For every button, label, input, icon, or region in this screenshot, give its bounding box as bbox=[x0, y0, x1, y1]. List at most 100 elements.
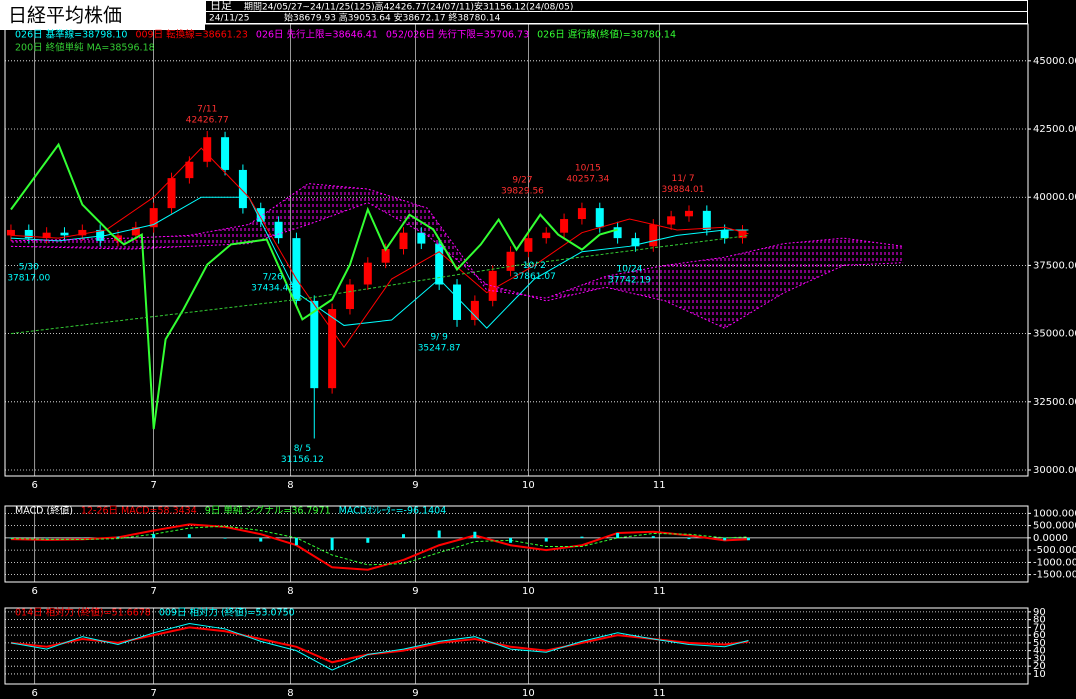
legend-entry: 200日 終値単純 MA=38596.18 bbox=[15, 42, 155, 54]
series-line bbox=[10, 147, 749, 349]
candle-body bbox=[114, 235, 123, 241]
candle-body bbox=[381, 249, 390, 263]
cloud bbox=[10, 183, 904, 329]
annotation-date: 7/11 bbox=[197, 105, 217, 115]
candle-body bbox=[238, 169, 247, 209]
candle-body bbox=[256, 208, 265, 222]
legend-entry: 009日 転換線=38661.23 bbox=[135, 29, 247, 41]
y-tick-label: 500.0000 bbox=[1033, 521, 1076, 532]
legend-entry: 026日 遅行線(終値)=38780.14 bbox=[537, 29, 676, 41]
y-tick-label: 70 bbox=[1033, 622, 1046, 633]
candle-body bbox=[560, 219, 569, 233]
plot-frame bbox=[4, 607, 1029, 685]
x-tick-label: 7 bbox=[151, 480, 157, 491]
candle-body bbox=[720, 229, 729, 239]
y-tick-label: 30 bbox=[1033, 653, 1046, 664]
legend-entry: MACDｵｼﾚｰﾀｰ=-96.1404 bbox=[339, 506, 447, 517]
y-tick-label: 20 bbox=[1033, 661, 1046, 672]
x-tick-label: 6 bbox=[32, 688, 38, 699]
candle-body bbox=[470, 300, 479, 320]
y-tick-label: 40 bbox=[1033, 646, 1046, 657]
histogram-bar bbox=[116, 536, 120, 538]
x-tick-label: 11 bbox=[653, 688, 666, 699]
candle-body bbox=[6, 229, 15, 236]
candle-body bbox=[506, 251, 515, 271]
series-line bbox=[10, 196, 749, 329]
histogram-bar bbox=[366, 537, 370, 543]
x-tick-label: 7 bbox=[151, 688, 157, 699]
legend-entry: 026日 基準線=38798.10 bbox=[15, 29, 127, 41]
annotation-value: 42426.77 bbox=[186, 116, 229, 126]
candle-body bbox=[328, 309, 337, 389]
candle-body bbox=[221, 137, 230, 170]
annotation-value: 37742.19 bbox=[608, 275, 651, 285]
series-line bbox=[10, 235, 749, 335]
candle-body bbox=[203, 137, 212, 162]
candle-body bbox=[435, 243, 444, 285]
candle-body bbox=[274, 221, 283, 239]
title-box bbox=[0, 0, 205, 30]
candle-body bbox=[577, 208, 586, 220]
x-tick-label: 11 bbox=[653, 480, 666, 491]
candle-body bbox=[149, 208, 158, 228]
histogram-bar bbox=[687, 537, 691, 540]
annotation-value: 37817.00 bbox=[7, 273, 50, 283]
candle-body bbox=[595, 208, 604, 228]
legend-entry: 014日 相対力 (終値)=51.6678 bbox=[15, 607, 151, 619]
annotation-value: 31156.12 bbox=[281, 455, 324, 465]
annotation-date: 9/ 9 bbox=[431, 332, 449, 342]
y-tick-label: 1000.000 bbox=[1033, 508, 1076, 519]
annotation-date: 5/30 bbox=[19, 262, 39, 272]
x-tick-label: 10 bbox=[522, 586, 535, 597]
candle-body bbox=[542, 232, 551, 239]
x-tick-label: 8 bbox=[287, 480, 293, 491]
plot-frame bbox=[4, 505, 1029, 583]
legend-entry: 052/026日 先行下限=35706.73 bbox=[386, 29, 529, 41]
ohlc: 始38679.93 高39053.64 安38672.17 終38780.14 bbox=[284, 12, 501, 24]
histogram-bar bbox=[152, 534, 156, 538]
annotation-value: 39829.56 bbox=[501, 186, 544, 196]
candle-body bbox=[292, 238, 301, 301]
annotation-value: 40257.34 bbox=[566, 175, 609, 185]
annotation-value: 39884.01 bbox=[662, 185, 705, 195]
x-tick-label: 9 bbox=[412, 586, 418, 597]
series-line bbox=[10, 525, 749, 566]
period-type: 日足 bbox=[210, 0, 232, 12]
candle-body bbox=[96, 229, 105, 241]
candle-body bbox=[60, 232, 69, 236]
date: 24/11/25 bbox=[209, 14, 249, 24]
histogram-bar bbox=[187, 534, 191, 538]
plot-frame bbox=[4, 23, 1029, 477]
y-tick-label: 42500.00 bbox=[1033, 124, 1076, 135]
y-tick-label: 80 bbox=[1033, 615, 1046, 626]
y-tick-label: 45000.00 bbox=[1033, 56, 1076, 67]
histogram-bar bbox=[473, 531, 477, 538]
annotation-value: 35247.87 bbox=[418, 343, 461, 353]
x-tick-label: 10 bbox=[522, 480, 535, 491]
candle-body bbox=[453, 284, 462, 320]
series-line bbox=[10, 523, 749, 571]
candle-body bbox=[417, 232, 426, 244]
series-line bbox=[10, 202, 904, 329]
candle-body bbox=[310, 300, 319, 389]
x-tick-label: 8 bbox=[287, 586, 293, 597]
annotation-date: 10/ 2 bbox=[523, 261, 546, 271]
x-tick-label: 9 bbox=[412, 480, 418, 491]
annotation-date: 8/ 5 bbox=[294, 444, 311, 454]
x-tick-label: 6 bbox=[32, 480, 38, 491]
x-tick-label: 6 bbox=[32, 586, 38, 597]
x-tick-label: 10 bbox=[522, 688, 535, 699]
y-tick-label: -1500.00 bbox=[1033, 570, 1076, 581]
candle-body bbox=[345, 284, 354, 310]
candle-body bbox=[649, 224, 658, 247]
candle-body bbox=[78, 229, 87, 236]
candle-body bbox=[613, 227, 622, 239]
series-line bbox=[10, 623, 749, 671]
candle-body bbox=[399, 232, 408, 250]
candle-body bbox=[24, 229, 33, 239]
histogram-bar bbox=[401, 534, 405, 538]
histogram-bar bbox=[544, 537, 548, 542]
legend-entry: 009日 相対力 (終値)=53.0750 bbox=[159, 607, 295, 619]
